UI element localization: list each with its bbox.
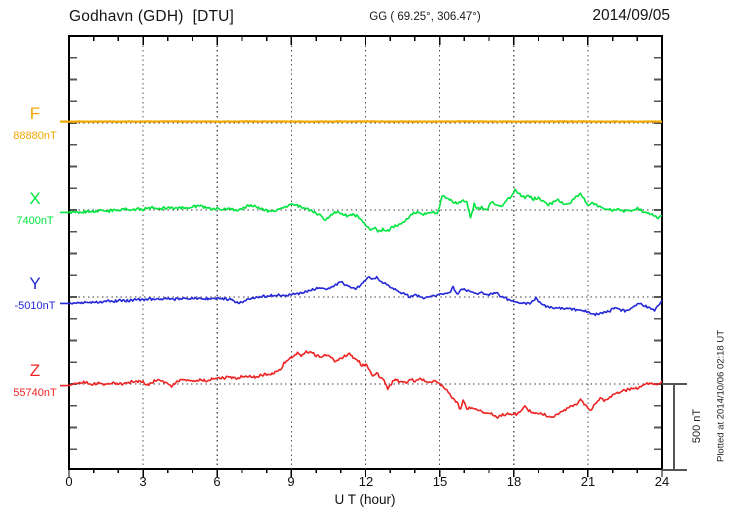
scale-bar-label: 500 nT: [691, 408, 703, 444]
channel-baseline-Z: 55740nT: [13, 387, 57, 399]
channel-letter-Y: Y: [29, 274, 41, 293]
xtick-18: 18: [506, 474, 522, 489]
plotted-timestamp: Plotted at 2014/10/06 02:18 UT: [715, 329, 727, 463]
x-axis-label: U T (hour): [334, 492, 396, 507]
scale-bar: [662, 383, 687, 471]
plot-frame: [68, 35, 663, 470]
channel-letter-Z: Z: [29, 361, 41, 380]
channel-letter-X: X: [29, 189, 41, 208]
station-title: Godhavn (GDH) [DTU]: [69, 8, 235, 25]
channel-label-Y: Y -5010nT: [4, 274, 66, 313]
xtick-3: 3: [139, 474, 147, 489]
xtick-15: 15: [432, 474, 448, 489]
channel-baseline-X: 7400nT: [16, 215, 54, 227]
channel-label-F: F 88880nT: [4, 104, 66, 143]
trace-Z: [69, 350, 662, 419]
geographic-coordinates: GG ( 69.25°, 306.47°): [369, 11, 481, 23]
xtick-0: 0: [65, 474, 73, 489]
trace-F: [69, 120, 662, 124]
channel-baseline-Y: -5010nT: [14, 300, 56, 312]
plot-date: 2014/09/05: [592, 7, 670, 24]
trace-Y: [69, 275, 662, 317]
channel-label-Z: Z 55740nT: [4, 361, 66, 400]
channel-letter-F: F: [29, 104, 41, 123]
xtick-6: 6: [213, 474, 221, 489]
xtick-9: 9: [287, 474, 295, 489]
xtick-24: 24: [654, 474, 670, 489]
gridlines: [142, 36, 589, 469]
channel-baseline-F: 88880nT: [13, 130, 57, 142]
xtick-21: 21: [580, 474, 596, 489]
xtick-12: 12: [358, 474, 374, 489]
trace-X: [69, 188, 662, 233]
channel-label-X: X 7400nT: [4, 189, 66, 228]
